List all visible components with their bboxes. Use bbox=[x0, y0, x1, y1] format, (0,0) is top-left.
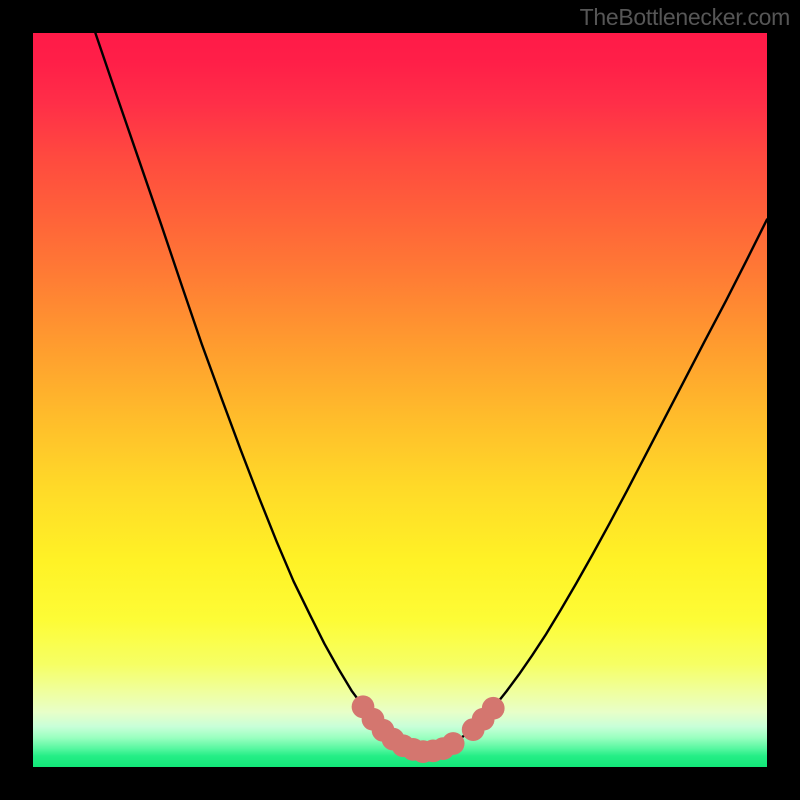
canvas: TheBottlenecker.com bbox=[0, 0, 800, 800]
plot-area bbox=[33, 33, 767, 767]
curve-marker bbox=[482, 697, 505, 720]
bottleneck-curve bbox=[95, 33, 767, 752]
watermark-text: TheBottlenecker.com bbox=[580, 4, 790, 31]
curve-marker bbox=[442, 732, 465, 755]
plot-overlay bbox=[33, 33, 767, 767]
marker-group bbox=[352, 695, 505, 763]
